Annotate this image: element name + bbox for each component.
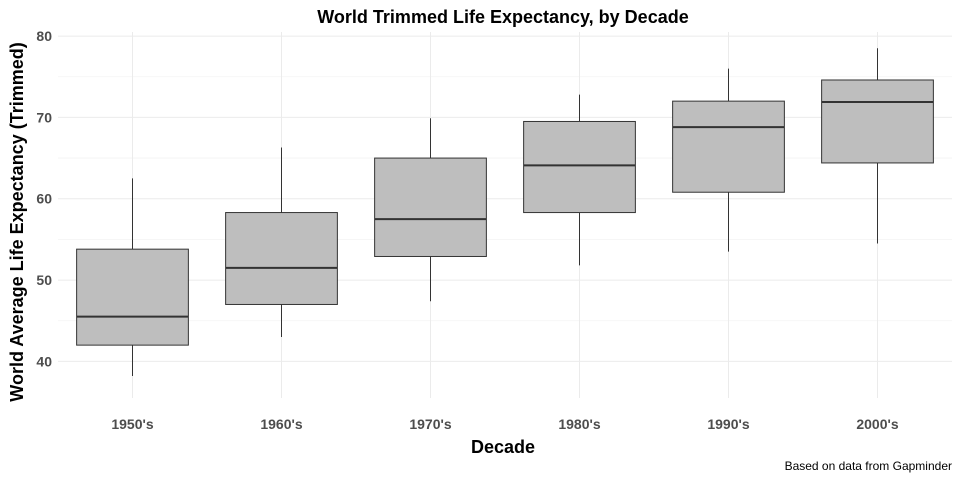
y-tick-label: 40 [36,353,52,369]
box-1 [225,147,338,337]
box-3 [523,94,636,266]
x-tick-label: 1970's [409,416,451,432]
chart-title: World Trimmed Life Expectancy, by Decade [317,7,688,27]
grid [58,32,952,398]
box-4 [672,68,785,252]
y-axis-ticks: 40 50 60 70 80 [36,28,52,369]
x-tick-label: 2000's [856,416,898,432]
x-tick-label: 1980's [558,416,600,432]
x-tick-label: 1960's [260,416,302,432]
y-tick-label: 50 [36,272,52,288]
x-axis-ticks: 1950's 1960's 1970's 1980's 1990's 2000's [111,416,898,432]
box-rect [225,212,338,305]
box-rect [821,79,934,164]
box-rect [76,248,189,346]
y-tick-label: 70 [36,109,52,125]
y-tick-label: 80 [36,28,52,44]
x-tick-label: 1950's [111,416,153,432]
box-2 [374,118,487,302]
x-tick-label: 1990's [707,416,749,432]
box-rect [374,157,487,257]
y-axis-title: World Average Life Expectancy (Trimmed) [7,42,27,401]
box-0 [76,178,189,377]
x-axis-title: Decade [471,437,535,457]
box-rect [523,120,636,214]
box-rect [672,100,785,193]
boxes [76,48,934,377]
y-tick-label: 60 [36,191,52,207]
caption: Based on data from Gapminder [785,459,952,473]
box-5 [821,48,934,244]
